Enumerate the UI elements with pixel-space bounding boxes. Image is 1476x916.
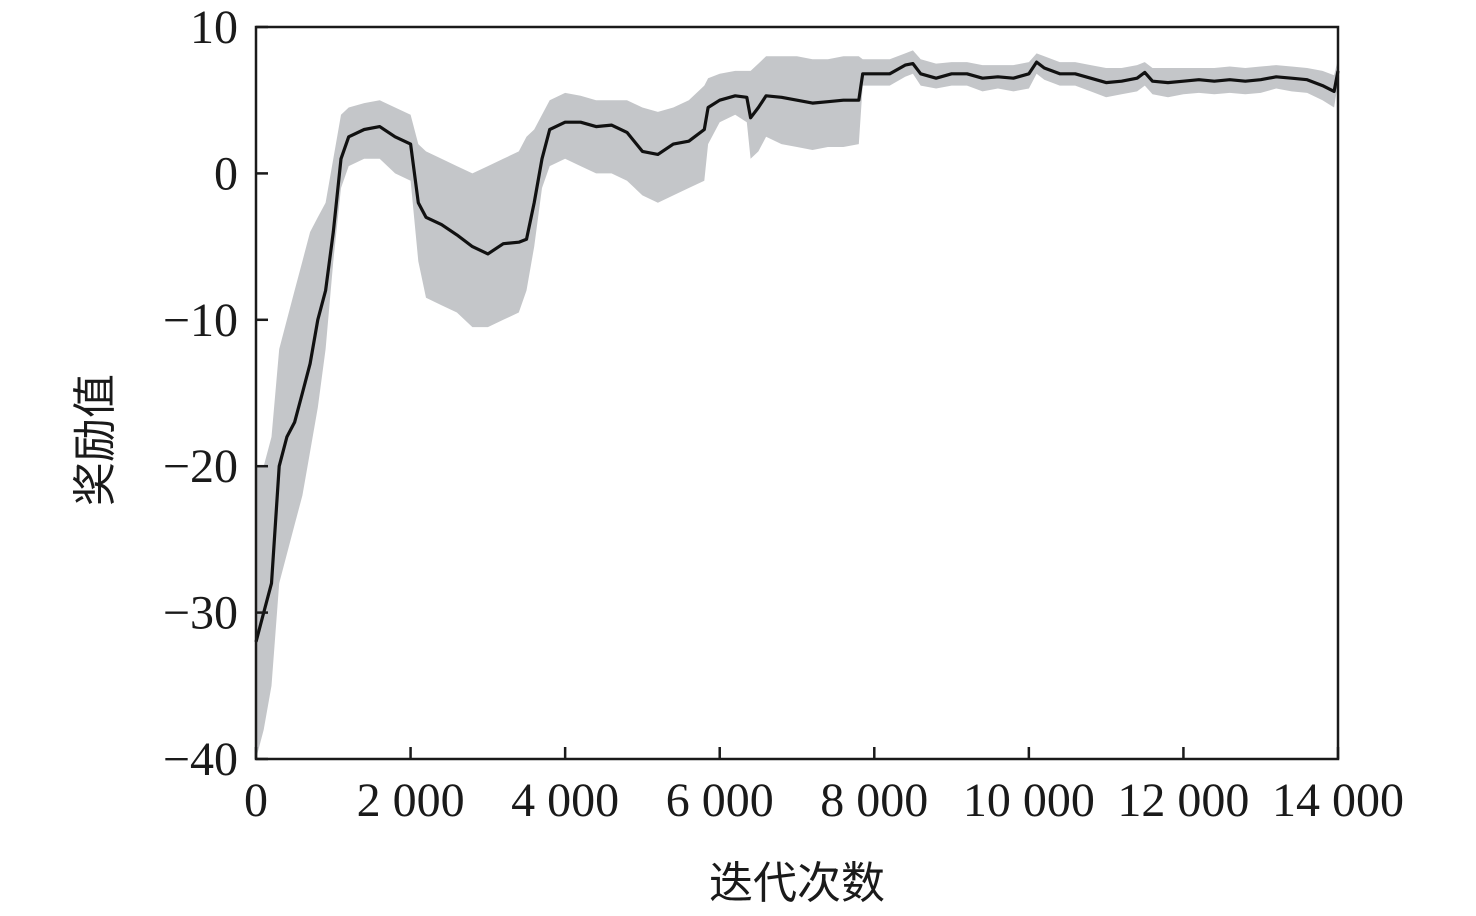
confidence-band [256,50,1338,759]
y-axis-ticks: 10 0 −10 −20 −30 −40 [163,1,268,786]
x-tick-label: 0 [244,774,268,827]
y-tick-label: −10 [163,294,238,347]
reward-line-layer [254,60,1340,643]
y-tick-label: −30 [163,587,238,640]
plot-frame [254,25,1340,761]
x-tick-label: 4 000 [511,774,619,827]
x-tick-label: 14 000 [1272,774,1404,827]
x-axis-title: 迭代次数 [709,858,885,909]
y-axis-title: 奖励值 [70,374,121,506]
y-tick-label: 10 [190,1,238,54]
axes [254,25,1340,761]
reward-line [254,60,1340,643]
confidence-band-layer [256,50,1338,759]
x-tick-label: 2 000 [357,774,465,827]
y-tick-label: −20 [163,440,238,493]
x-tick-label: 10 000 [963,774,1095,827]
y-tick-label: 0 [214,147,238,200]
x-tick-label: 12 000 [1117,774,1249,827]
y-tick-label: −40 [163,733,238,786]
x-axis-ticks: 0 2 000 4 000 6 000 8 000 10 000 12 000 14 000 [244,747,1404,827]
x-tick-label: 6 000 [666,774,774,827]
x-tick-label: 8 000 [820,774,928,827]
